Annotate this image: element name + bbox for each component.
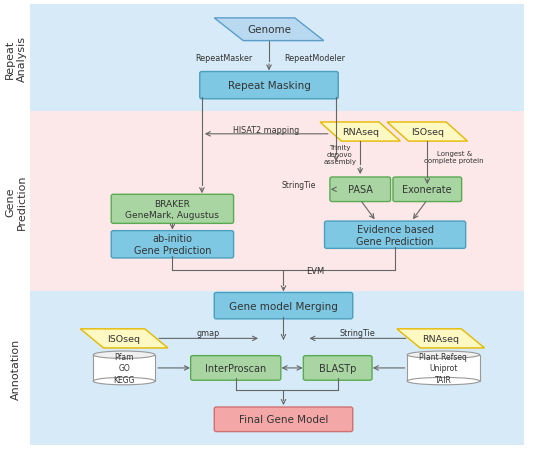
- Text: RNAseq: RNAseq: [342, 128, 379, 137]
- Text: gmap: gmap: [197, 328, 220, 337]
- Text: BLASTp: BLASTp: [319, 363, 356, 373]
- Text: Repeat Masking: Repeat Masking: [228, 81, 310, 91]
- FancyBboxPatch shape: [30, 291, 524, 445]
- Text: HISAT2 mapping: HISAT2 mapping: [233, 126, 300, 135]
- Text: Pfam
GO
KEGG: Pfam GO KEGG: [114, 353, 135, 384]
- Text: Annotation: Annotation: [11, 338, 21, 399]
- Polygon shape: [320, 123, 400, 142]
- Polygon shape: [214, 19, 324, 41]
- Polygon shape: [80, 329, 168, 348]
- Text: StringTie: StringTie: [339, 328, 376, 337]
- FancyBboxPatch shape: [30, 112, 524, 291]
- FancyBboxPatch shape: [324, 222, 466, 249]
- Text: ISOseq: ISOseq: [108, 334, 140, 343]
- FancyBboxPatch shape: [30, 5, 524, 112]
- Text: Repeat
Analysis: Repeat Analysis: [5, 36, 26, 82]
- Text: InterProscan: InterProscan: [205, 363, 266, 373]
- FancyBboxPatch shape: [93, 355, 155, 381]
- Text: BRAKER
GeneMark, Augustus: BRAKER GeneMark, Augustus: [125, 199, 220, 219]
- Text: Genome: Genome: [247, 25, 291, 35]
- FancyBboxPatch shape: [214, 407, 353, 432]
- Text: ISOseq: ISOseq: [411, 128, 444, 137]
- Ellipse shape: [407, 351, 479, 359]
- Text: Evidence based
Gene Prediction: Evidence based Gene Prediction: [356, 224, 434, 247]
- Text: ab-initio
Gene Prediction: ab-initio Gene Prediction: [133, 233, 211, 256]
- FancyBboxPatch shape: [111, 195, 233, 224]
- Ellipse shape: [407, 378, 479, 385]
- Text: PASA: PASA: [348, 185, 373, 195]
- Ellipse shape: [93, 378, 155, 385]
- Text: Final Gene Model: Final Gene Model: [239, 415, 328, 425]
- Text: Plant Refseq
Uniprot
TAIR: Plant Refseq Uniprot TAIR: [420, 353, 468, 384]
- FancyBboxPatch shape: [190, 356, 281, 380]
- Text: RepeatModeler: RepeatModeler: [284, 54, 345, 63]
- Text: Trinity
denovo
assembly: Trinity denovo assembly: [323, 145, 356, 165]
- Text: Exonerate: Exonerate: [402, 185, 452, 195]
- FancyBboxPatch shape: [330, 177, 391, 202]
- FancyBboxPatch shape: [214, 293, 353, 319]
- Ellipse shape: [93, 351, 155, 359]
- Polygon shape: [387, 123, 468, 142]
- Text: Gene
Prediction: Gene Prediction: [5, 174, 26, 229]
- Text: Longest &
complete protein: Longest & complete protein: [424, 151, 484, 164]
- FancyBboxPatch shape: [407, 355, 479, 381]
- FancyBboxPatch shape: [111, 231, 233, 258]
- Polygon shape: [397, 329, 485, 348]
- FancyBboxPatch shape: [393, 177, 462, 202]
- FancyBboxPatch shape: [303, 356, 372, 380]
- Text: StringTie: StringTie: [281, 181, 316, 190]
- Text: RNAseq: RNAseq: [422, 334, 459, 343]
- Text: Gene model Merging: Gene model Merging: [229, 301, 338, 311]
- Text: RepeatMasker: RepeatMasker: [195, 54, 252, 63]
- Text: EVM: EVM: [307, 266, 325, 275]
- FancyBboxPatch shape: [200, 72, 338, 100]
